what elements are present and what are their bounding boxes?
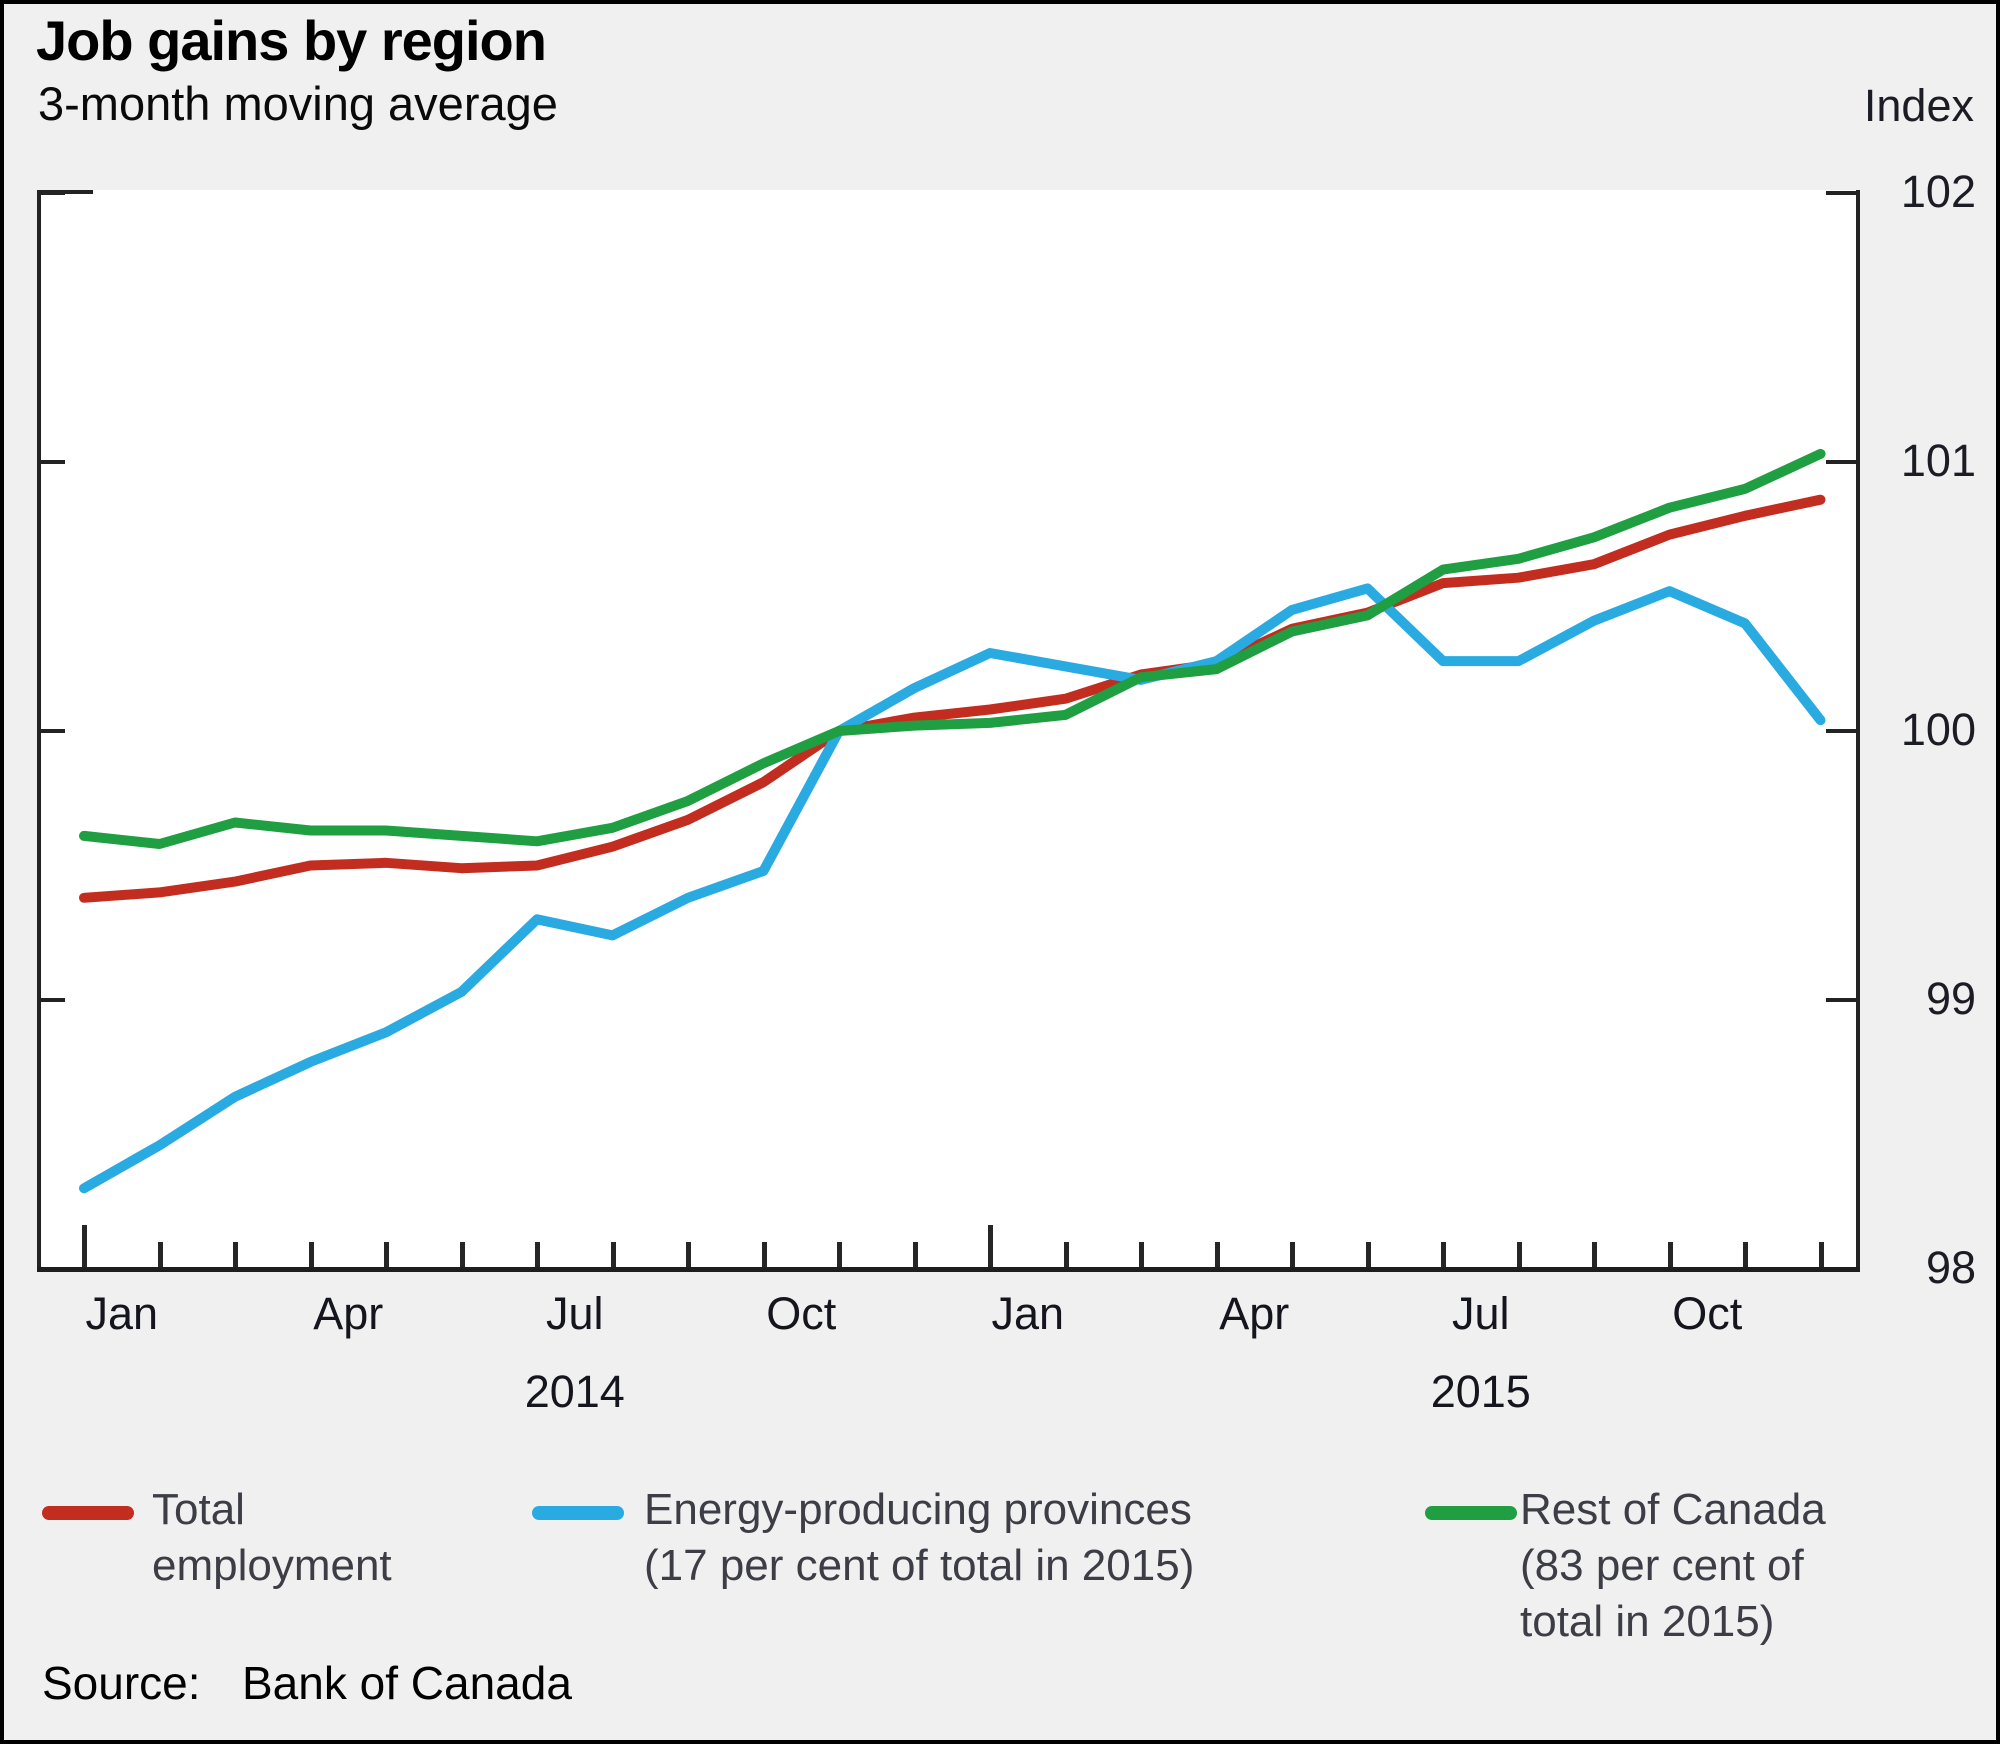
rest-of-canada-83-per-cent-of-total-in-2-line [79,448,1826,849]
year-boundary-tick [82,1225,87,1267]
right-axis-tick [1826,729,1856,733]
month-label: Oct [1672,1288,1743,1339]
left-axis-tick [39,460,65,464]
month-tick [1516,1242,1522,1267]
month-tick [535,1242,540,1267]
month-label: Apr [1219,1288,1290,1339]
month-tick [1365,1242,1371,1267]
x-axis-line [37,1267,1860,1272]
month-tick [610,1242,616,1267]
page-title: Job gains by region [36,9,547,72]
month-tick [459,1242,465,1267]
month-tick [912,1242,918,1267]
month-tick [1063,1242,1069,1267]
month-tick [1214,1242,1220,1267]
month-tick [1592,1242,1597,1267]
legend-swatch-icon [42,1506,134,1520]
month-tick [1441,1242,1446,1267]
month-label: Jan [85,1288,159,1339]
month-tick [1818,1242,1824,1267]
top-left-axis-stub [37,190,93,194]
right-axis-tick [1826,998,1856,1002]
y-tick-label: 101 [1900,435,1976,486]
y-axis-unit-label: Index [1863,80,1974,131]
month-label: Jul [1451,1288,1510,1339]
month-label: Apr [313,1288,384,1339]
month-tick [761,1242,767,1267]
right-axis-line [1856,190,1860,1272]
legend-entry-label: Energy-producing provinces (17 per cent o… [644,1485,1195,1590]
month-label: Oct [766,1288,837,1339]
legend-entry: Total employment [42,1482,392,1594]
month-tick [308,1242,314,1267]
left-axis-line [37,190,41,1272]
month-label: Jul [545,1288,604,1339]
y-tick-label: 99 [1925,973,1976,1024]
month-label: Jan [991,1288,1065,1339]
year-label: 2014 [524,1366,625,1417]
source-note: Source: Bank of Canada [42,1656,572,1710]
month-tick [157,1242,163,1267]
energy-producing-provinces-17-per-cent-o-line [79,583,1826,1194]
source-label: Source: [42,1657,201,1709]
month-tick [1743,1242,1748,1267]
year-label: 2015 [1430,1366,1531,1417]
month-tick [233,1242,238,1267]
right-axis-tick [1826,191,1856,195]
left-axis-tick [39,729,65,733]
y-tick-label: 100 [1900,704,1976,755]
legend-entry: Energy-producing provinces (17 per cent o… [532,1482,1194,1594]
right-axis-tick [1826,460,1856,464]
legend-entry-label: Total employment [152,1485,392,1590]
legend-entry-label: Rest of Canada (83 per cent of total in 20… [1520,1485,1826,1646]
month-tick [837,1242,842,1267]
total-employment-line [79,494,1826,903]
line-chart-canvas [79,448,1826,1194]
y-tick-label: 98 [1925,1242,1976,1293]
month-tick [1290,1242,1295,1267]
left-axis-tick [39,998,65,1002]
source-value: Bank of Canada [242,1657,572,1709]
chart-subtitle: 3-month moving average [38,77,558,130]
legend-swatch-icon [532,1506,624,1520]
legend-swatch-icon [1425,1506,1517,1520]
month-tick [384,1242,389,1267]
legend-entry: Rest of Canada (83 per cent of total in 20… [1425,1482,1826,1650]
month-tick [1139,1242,1144,1267]
month-tick [686,1242,691,1267]
year-boundary-tick [988,1225,993,1267]
month-tick [1667,1242,1673,1267]
plot-area [39,190,1856,1267]
y-tick-label: 102 [1900,166,1976,217]
